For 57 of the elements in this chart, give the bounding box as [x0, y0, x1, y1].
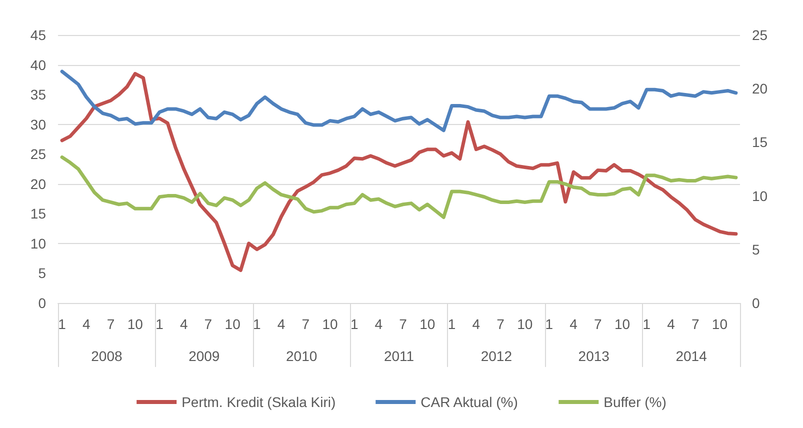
x-tick-label: 7 [594, 316, 602, 332]
y-tick-label: 35 [30, 86, 46, 103]
x-tick-label: 4 [472, 316, 480, 332]
x-tick-label: 7 [691, 316, 700, 332]
x-tick-label: 7 [496, 316, 505, 332]
text: 2008 [91, 348, 122, 364]
x-tick-label: 7 [106, 316, 115, 332]
y2-tick-label: 0 [752, 295, 760, 311]
y-tick-label: 20 [30, 176, 46, 192]
x-tick-label: 4 [277, 316, 286, 332]
x-tick-label: 4 [374, 316, 383, 332]
x-tick-label: 10 [420, 316, 436, 332]
x-tick-label: 4 [570, 316, 578, 332]
legend-label: Pertm. Kredit (Skala Kiri) [182, 394, 336, 410]
x-tick-label: 10 [224, 316, 241, 332]
x-tick-label: 1 [545, 316, 554, 332]
x-tick-label: 7 [204, 316, 212, 332]
y2-tick-label: 20 [752, 80, 768, 97]
x-tick-label: 1 [448, 316, 456, 332]
y-tick-label: 30 [30, 116, 46, 132]
x-tick-label: 7 [399, 316, 408, 332]
x-tick-label: 1 [642, 316, 651, 332]
x-tick-label: 10 [712, 316, 728, 332]
x-tick-label: 10 [127, 316, 144, 332]
x-tick-label: 10 [614, 316, 630, 332]
x-tick-label: 10 [322, 316, 338, 332]
text: 2013 [578, 348, 610, 364]
line-series [60, 72, 738, 272]
y-tick-label: 40 [30, 56, 46, 73]
legend-label: Buffer (%) [604, 394, 666, 410]
text: 2009 [188, 348, 220, 364]
y-tick-label: 45 [30, 27, 46, 43]
x-tick-label: 4 [667, 316, 676, 332]
text: 2014 [676, 348, 708, 364]
x-tick-label: 1 [156, 316, 164, 332]
x-tick-label: 4 [82, 316, 91, 332]
y2-tick-label: 5 [752, 241, 760, 258]
line-series [60, 70, 738, 132]
y-tick-label: 15 [30, 206, 46, 222]
x-tick-label: 1 [253, 316, 262, 332]
x-tick-label: 1 [58, 316, 66, 332]
y-tick-label: 5 [38, 265, 46, 282]
y-tick-label: 25 [30, 146, 46, 162]
x-tick-label: 10 [517, 316, 533, 332]
text: 2012 [480, 348, 512, 364]
y-tick-label: 0 [38, 295, 46, 311]
x-tick-label: 4 [180, 316, 188, 332]
line-series [60, 155, 738, 219]
x-tick-label: 7 [302, 316, 310, 332]
y2-tick-label: 10 [752, 188, 768, 204]
legend-label: CAR Aktual (%) [420, 394, 518, 410]
y2-tick-label: 25 [752, 27, 768, 43]
y-tick-label: 10 [30, 235, 46, 252]
x-tick-label: 1 [350, 316, 358, 332]
text: 2010 [286, 348, 318, 364]
text: 2011 [384, 348, 414, 364]
y2-tick-label: 15 [752, 134, 768, 150]
